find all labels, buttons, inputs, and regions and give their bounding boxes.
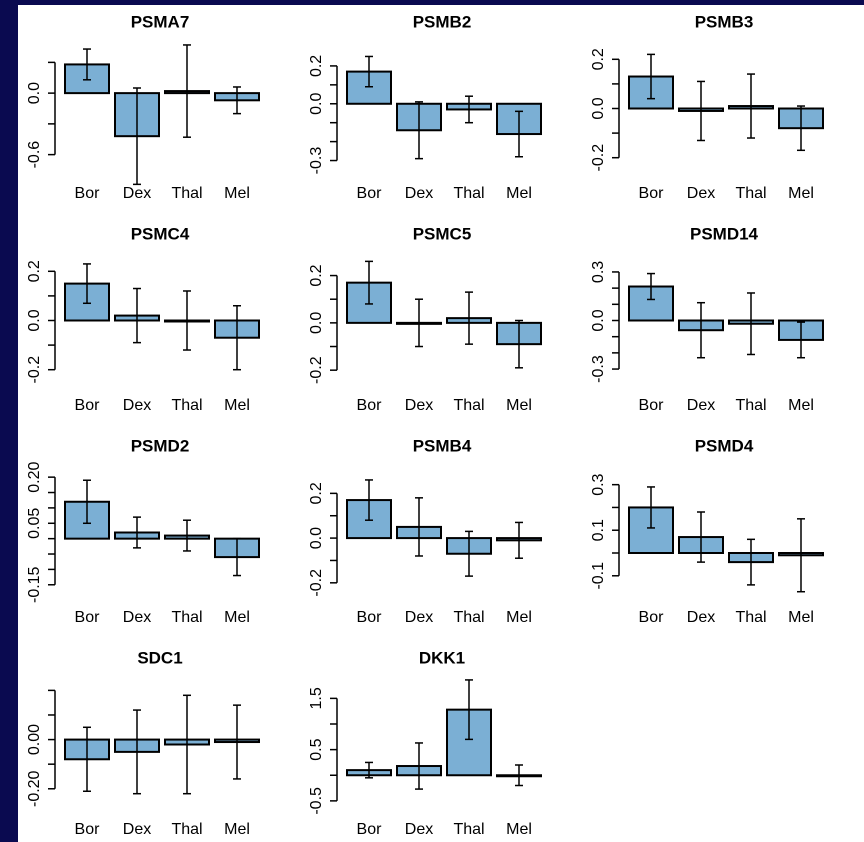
y-tick-label: 0.0 xyxy=(308,93,325,115)
y-tick-label: 0.2 xyxy=(308,55,325,77)
y-tick-label: 0.0 xyxy=(308,527,325,549)
y-tick-label: 0.20 xyxy=(26,461,43,492)
x-tick-label: Thal xyxy=(171,609,202,626)
x-tick-label: Dex xyxy=(123,609,151,626)
x-tick-label: Thal xyxy=(171,397,202,414)
chart-title: PSMD2 xyxy=(131,436,190,455)
y-tick-label: 0.2 xyxy=(590,48,607,70)
x-tick-label: Bor xyxy=(75,609,101,626)
y-tick-label: 0.3 xyxy=(590,473,607,495)
x-tick-label: Thal xyxy=(735,185,766,202)
x-tick-label: Mel xyxy=(224,185,250,202)
x-tick-label: Thal xyxy=(171,821,202,838)
y-tick-label: -0.2 xyxy=(26,356,43,384)
y-tick-label: -0.2 xyxy=(308,356,325,384)
x-tick-label: Dex xyxy=(687,185,715,202)
y-tick-label: 0.5 xyxy=(308,738,325,760)
y-tick-label: -0.5 xyxy=(308,787,325,815)
x-tick-label: Mel xyxy=(224,397,250,414)
y-tick-label: 0.2 xyxy=(308,482,325,504)
x-tick-label: Thal xyxy=(453,609,484,626)
x-tick-label: Bor xyxy=(357,609,383,626)
chart-title: PSMB4 xyxy=(413,436,472,455)
chart-title: PSMB2 xyxy=(413,12,472,31)
chart-title: PSMB3 xyxy=(695,12,754,31)
chart-title: PSMC4 xyxy=(131,224,190,243)
y-tick-label: -0.20 xyxy=(26,770,43,807)
y-tick-label: 0.0 xyxy=(26,309,43,331)
x-tick-label: Dex xyxy=(123,397,151,414)
x-tick-label: Thal xyxy=(453,185,484,202)
chart-title: PSMD14 xyxy=(690,224,759,243)
chart-title: DKK1 xyxy=(419,648,465,667)
chart-title: PSMD4 xyxy=(695,436,754,455)
y-tick-label: 0.2 xyxy=(26,260,43,282)
y-tick-label: 0.0 xyxy=(590,97,607,119)
x-tick-label: Bor xyxy=(357,821,383,838)
x-tick-label: Dex xyxy=(687,609,715,626)
x-tick-label: Mel xyxy=(506,397,532,414)
y-tick-label: 0.3 xyxy=(590,261,607,283)
x-tick-label: Mel xyxy=(224,821,250,838)
x-tick-label: Mel xyxy=(506,821,532,838)
x-tick-label: Bor xyxy=(75,821,101,838)
x-tick-label: Thal xyxy=(735,397,766,414)
y-tick-label: -0.3 xyxy=(590,355,607,383)
x-tick-label: Bor xyxy=(75,397,101,414)
panel-background xyxy=(18,5,864,842)
y-tick-label: -0.3 xyxy=(308,147,325,175)
x-tick-label: Mel xyxy=(788,609,814,626)
x-tick-label: Dex xyxy=(405,821,433,838)
y-tick-label: 0.2 xyxy=(308,264,325,286)
x-tick-label: Dex xyxy=(405,185,433,202)
x-tick-label: Mel xyxy=(788,185,814,202)
x-tick-label: Thal xyxy=(171,185,202,202)
y-tick-label: 0.05 xyxy=(26,508,43,539)
x-tick-label: Thal xyxy=(735,609,766,626)
y-tick-label: -0.2 xyxy=(308,569,325,597)
y-tick-label: -0.15 xyxy=(26,566,43,603)
x-tick-label: Mel xyxy=(506,609,532,626)
chart-title: SDC1 xyxy=(137,648,182,667)
y-tick-label: -0.6 xyxy=(26,141,43,169)
x-tick-label: Dex xyxy=(405,609,433,626)
x-tick-label: Mel xyxy=(788,397,814,414)
chart-title: PSMC5 xyxy=(413,224,472,243)
y-tick-label: 0.1 xyxy=(590,519,607,541)
x-tick-label: Bor xyxy=(357,397,383,414)
x-tick-label: Dex xyxy=(123,821,151,838)
x-tick-label: Thal xyxy=(453,821,484,838)
x-tick-label: Bor xyxy=(357,185,383,202)
x-tick-label: Thal xyxy=(453,397,484,414)
y-tick-label: 1.5 xyxy=(308,687,325,709)
chart-title: PSMA7 xyxy=(131,12,190,31)
y-tick-label: -0.2 xyxy=(590,144,607,172)
y-tick-label: -0.1 xyxy=(590,562,607,590)
x-tick-label: Dex xyxy=(123,185,151,202)
x-tick-label: Bor xyxy=(639,609,665,626)
x-tick-label: Bor xyxy=(639,397,665,414)
x-tick-label: Mel xyxy=(506,185,532,202)
y-tick-label: 0.00 xyxy=(26,724,43,755)
y-tick-label: 0.0 xyxy=(590,309,607,331)
x-tick-label: Dex xyxy=(687,397,715,414)
x-tick-label: Dex xyxy=(405,397,433,414)
x-tick-label: Bor xyxy=(639,185,665,202)
x-tick-label: Bor xyxy=(75,185,101,202)
y-tick-label: 0.0 xyxy=(26,82,43,104)
y-tick-label: 0.0 xyxy=(308,312,325,334)
x-tick-label: Mel xyxy=(224,609,250,626)
